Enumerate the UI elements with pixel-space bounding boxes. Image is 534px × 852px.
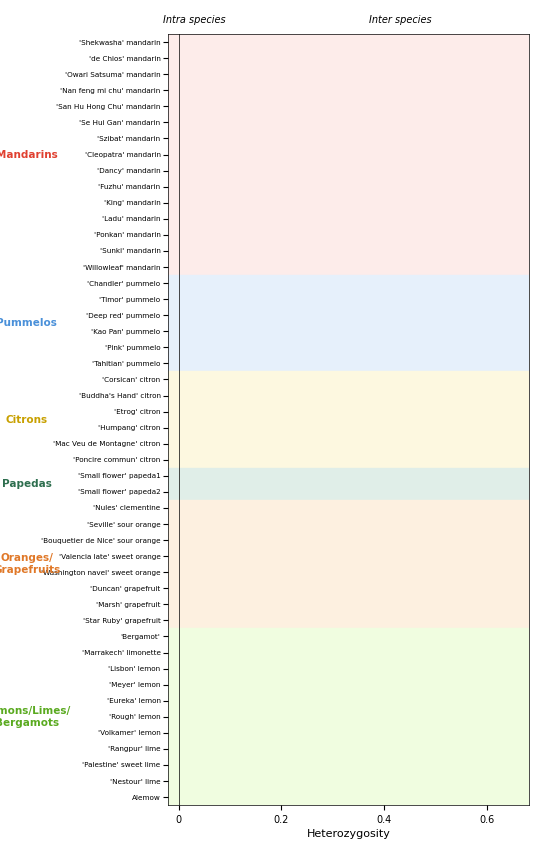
Text: Mandarins: Mandarins (0, 150, 58, 159)
X-axis label: Heterozygosity: Heterozygosity (307, 829, 390, 839)
Text: Intra species: Intra species (163, 14, 225, 25)
Text: Lemons/Limes/
Bergamots: Lemons/Limes/ Bergamots (0, 706, 70, 728)
Bar (168, 500, 529, 629)
Bar (168, 275, 529, 371)
Text: Papedas: Papedas (2, 479, 52, 489)
Text: Oranges/
Grapefruits: Oranges/ Grapefruits (0, 554, 60, 575)
Text: Citrons: Citrons (6, 415, 48, 424)
Bar (168, 371, 529, 468)
Bar (168, 468, 529, 500)
Text: Inter species: Inter species (368, 14, 431, 25)
Bar (168, 629, 529, 805)
Bar (168, 34, 529, 275)
Text: Pummelos: Pummelos (0, 319, 57, 328)
